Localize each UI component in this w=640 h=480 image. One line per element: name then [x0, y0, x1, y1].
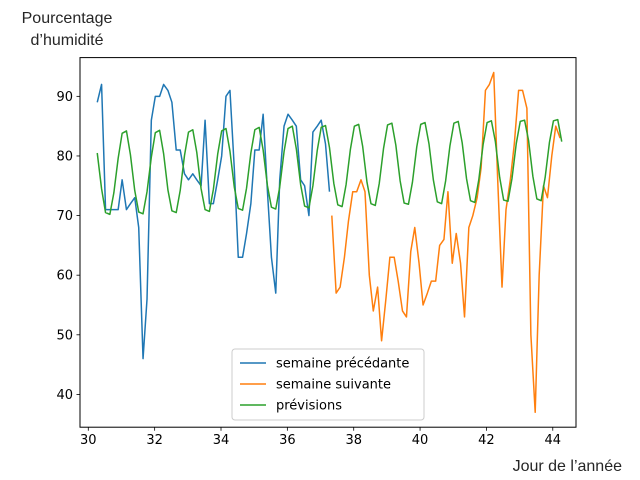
x-axis-label: Jour de l’année — [512, 458, 622, 475]
x-tick-label: 38 — [345, 433, 362, 448]
series-line-3 — [96, 118, 563, 216]
y-axis: 40 50 60 70 80 90 — [56, 90, 80, 403]
y-tick-label: 50 — [56, 328, 73, 343]
legend-label-2: semaine suivante — [276, 378, 391, 393]
y-axis-label-line-1: Pourcentage — [21, 10, 113, 27]
legend: semaine précédante semaine suivante prévis… — [231, 348, 425, 421]
legend-box — [231, 348, 425, 421]
series-line-1 — [96, 83, 331, 360]
y-tick-label: 80 — [56, 149, 73, 164]
series-layer — [96, 71, 563, 414]
x-tick-label: 44 — [545, 433, 562, 448]
axes-frame — [79, 57, 577, 428]
y-axis-label-line-2: d’humidité — [30, 32, 104, 49]
legend-label-3: prévisions — [276, 399, 342, 414]
x-tick-label: 40 — [412, 433, 429, 448]
x-tick-label: 36 — [279, 433, 296, 448]
y-tick-label: 60 — [56, 269, 73, 284]
x-tick-label: 30 — [80, 433, 97, 448]
series-line-2 — [331, 71, 561, 414]
y-axis-label: Pourcentage d’humidité — [12, 8, 122, 52]
y-tick-label: 90 — [56, 90, 73, 105]
x-tick-label: 32 — [146, 433, 163, 448]
x-axis: 30 32 34 36 38 40 42 44 — [80, 427, 561, 448]
y-tick-label: 70 — [56, 209, 73, 224]
y-tick-label: 40 — [56, 388, 73, 403]
x-tick-label: 42 — [478, 433, 495, 448]
x-tick-label: 34 — [213, 433, 230, 448]
legend-label-1: semaine précédante — [276, 357, 409, 372]
